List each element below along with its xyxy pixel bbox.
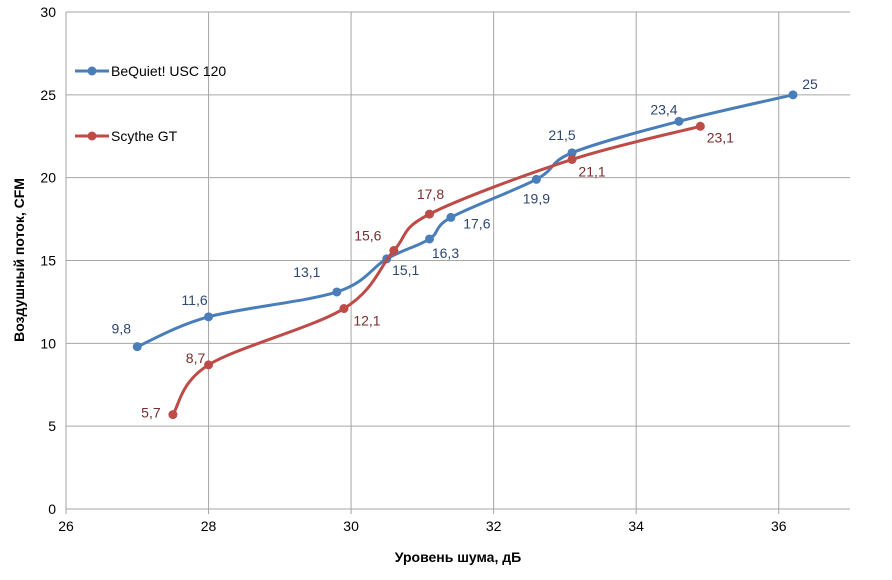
data-label: 5,7 — [141, 405, 161, 421]
x-axis-label: Уровень шума, дБ — [395, 549, 521, 565]
series-line — [171, 124, 701, 416]
data-point — [531, 174, 541, 184]
legend-item: Scythe GT — [75, 128, 178, 144]
x-tick-label: 34 — [628, 518, 644, 534]
data-point — [424, 234, 434, 244]
data-point — [788, 90, 798, 100]
data-label: 9,8 — [112, 321, 132, 337]
legend-item: BeQuiet! USC 120 — [75, 63, 226, 79]
data-point — [204, 312, 214, 322]
data-label: 17,8 — [417, 186, 444, 202]
series-line — [136, 93, 794, 349]
data-label: 17,6 — [463, 215, 490, 231]
y-tick-label: 25 — [40, 87, 56, 103]
data-label: 19,9 — [523, 190, 550, 206]
data-point — [204, 360, 214, 370]
data-point — [567, 148, 577, 158]
data-point — [567, 154, 577, 164]
data-label: 11,6 — [181, 292, 207, 308]
data-point — [332, 287, 342, 297]
tick-labels: 0 5 10 15 20 25 30 26 28 30 32 34 36 — [40, 4, 786, 534]
data-label: 25 — [802, 76, 818, 92]
legend-marker-icon — [87, 66, 97, 76]
data-label: 8,7 — [186, 350, 206, 366]
x-tick-label: 28 — [201, 518, 217, 534]
data-point — [389, 246, 399, 256]
y-axis-label: Воздушный поток, CFM — [11, 178, 27, 342]
grid — [65, 11, 850, 514]
data-label: 21,5 — [548, 127, 575, 143]
data-label: 15,6 — [354, 228, 381, 244]
legend-label: Scythe GT — [111, 128, 178, 144]
data-label: 15,1 — [392, 262, 419, 278]
data-label: 21,1 — [578, 163, 605, 179]
legend-marker-icon — [87, 131, 97, 141]
x-tick-label: 30 — [343, 518, 359, 534]
data-label: 23,1 — [707, 129, 734, 145]
legend: BeQuiet! USC 120 Scythe GT — [75, 63, 226, 144]
series-1: 5,7 8,7 12,1 15,6 17,8 21,1 23,1 — [141, 121, 734, 421]
x-tick-label: 26 — [58, 518, 74, 534]
y-tick-label: 0 — [48, 501, 56, 517]
data-label: 23,4 — [650, 101, 677, 117]
y-tick-label: 15 — [40, 253, 56, 269]
data-point — [695, 121, 705, 131]
data-label: 12,1 — [353, 313, 380, 329]
data-label: 13,1 — [293, 264, 320, 280]
legend-label: BeQuiet! USC 120 — [111, 63, 226, 79]
data-point — [132, 342, 142, 352]
data-point — [674, 116, 684, 126]
data-point — [446, 212, 456, 222]
data-label: 16,3 — [432, 245, 459, 261]
x-tick-label: 32 — [486, 518, 502, 534]
y-tick-label: 20 — [40, 170, 56, 186]
data-point — [339, 304, 349, 314]
x-tick-label: 36 — [771, 518, 787, 534]
y-tick-label: 5 — [48, 418, 56, 434]
series-group: 9,8 11,6 13,1 15,1 16,317,6 19,9 21,5 23,4 25 5,7… — [112, 76, 818, 421]
data-point — [424, 209, 434, 219]
series-0: 9,8 11,6 13,1 15,1 16,317,6 19,9 21,5 23,4 25 — [112, 76, 818, 352]
y-tick-label: 30 — [40, 4, 56, 20]
data-point — [168, 410, 178, 420]
y-tick-label: 10 — [40, 335, 56, 351]
